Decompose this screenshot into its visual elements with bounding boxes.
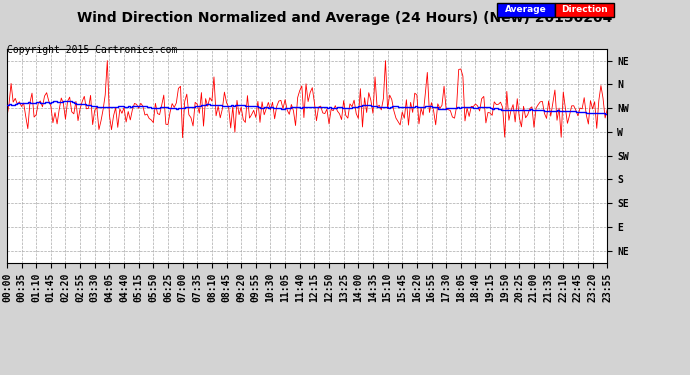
Text: Copyright 2015 Cartronics.com: Copyright 2015 Cartronics.com bbox=[7, 45, 177, 55]
Text: Average: Average bbox=[505, 5, 547, 14]
Text: Wind Direction Normalized and Average (24 Hours) (New) 20150204: Wind Direction Normalized and Average (2… bbox=[77, 11, 613, 25]
Text: Direction: Direction bbox=[562, 5, 608, 14]
